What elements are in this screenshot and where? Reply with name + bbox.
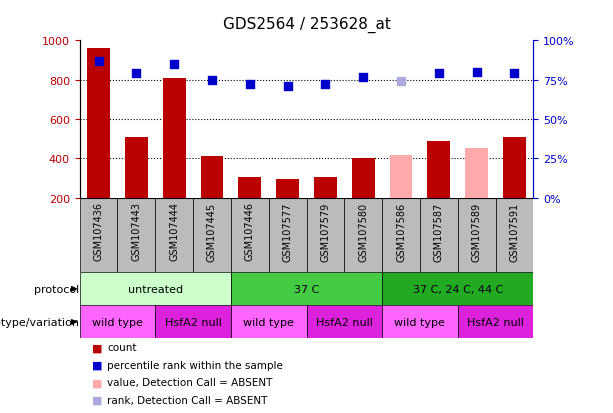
Bar bbox=[238, 178, 261, 198]
Text: HsfA2 null: HsfA2 null bbox=[467, 317, 524, 327]
Point bbox=[321, 82, 330, 88]
Text: ■: ■ bbox=[92, 360, 102, 370]
Text: 37 C, 24 C, 44 C: 37 C, 24 C, 44 C bbox=[413, 284, 503, 294]
Bar bbox=[163, 78, 186, 198]
Bar bbox=[276, 180, 299, 198]
Point bbox=[283, 83, 292, 90]
Bar bbox=[503, 138, 526, 198]
Text: GSM107586: GSM107586 bbox=[396, 202, 406, 261]
Text: 37 C: 37 C bbox=[294, 284, 319, 294]
Bar bbox=[352, 159, 375, 198]
Bar bbox=[427, 141, 450, 198]
Text: ■: ■ bbox=[92, 377, 102, 387]
Bar bbox=[231, 198, 268, 273]
Text: GSM107579: GSM107579 bbox=[321, 202, 330, 261]
Bar bbox=[458, 198, 495, 273]
Bar bbox=[80, 198, 118, 273]
Point bbox=[509, 71, 519, 78]
Bar bbox=[125, 138, 148, 198]
Bar bbox=[306, 306, 382, 339]
Bar bbox=[200, 157, 223, 198]
Bar bbox=[314, 178, 337, 198]
Point bbox=[472, 69, 482, 76]
Bar bbox=[458, 306, 533, 339]
Text: GSM107577: GSM107577 bbox=[283, 202, 292, 261]
Text: GSM107445: GSM107445 bbox=[207, 202, 217, 261]
Text: HsfA2 null: HsfA2 null bbox=[316, 317, 373, 327]
Text: wild type: wild type bbox=[243, 317, 294, 327]
Point bbox=[131, 71, 141, 78]
Bar bbox=[495, 198, 533, 273]
Bar bbox=[231, 273, 382, 306]
Point bbox=[245, 82, 255, 88]
Point bbox=[434, 71, 444, 78]
Text: GSM107444: GSM107444 bbox=[169, 202, 179, 261]
Text: wild type: wild type bbox=[395, 317, 445, 327]
Point bbox=[94, 58, 104, 65]
Text: GSM107587: GSM107587 bbox=[434, 202, 444, 261]
Bar bbox=[268, 198, 306, 273]
Text: HsfA2 null: HsfA2 null bbox=[165, 317, 221, 327]
Bar bbox=[231, 306, 306, 339]
Point bbox=[169, 62, 179, 68]
Bar bbox=[465, 148, 488, 198]
Text: GSM107589: GSM107589 bbox=[471, 202, 482, 261]
Bar bbox=[155, 198, 193, 273]
Bar bbox=[382, 306, 458, 339]
Text: GSM107446: GSM107446 bbox=[245, 202, 255, 261]
Text: ■: ■ bbox=[92, 395, 102, 405]
Text: GSM107591: GSM107591 bbox=[509, 202, 519, 261]
Bar bbox=[345, 198, 382, 273]
Text: GSM107443: GSM107443 bbox=[131, 202, 142, 261]
Text: protocol: protocol bbox=[34, 284, 80, 294]
Text: GSM107580: GSM107580 bbox=[358, 202, 368, 261]
Bar bbox=[80, 273, 231, 306]
Text: GSM107436: GSM107436 bbox=[94, 202, 104, 261]
Bar bbox=[118, 198, 155, 273]
Bar bbox=[193, 198, 231, 273]
Text: percentile rank within the sample: percentile rank within the sample bbox=[107, 360, 283, 370]
Text: untreated: untreated bbox=[128, 284, 183, 294]
Text: count: count bbox=[107, 342, 137, 352]
Bar bbox=[382, 198, 420, 273]
Bar bbox=[390, 156, 413, 198]
Text: value, Detection Call = ABSENT: value, Detection Call = ABSENT bbox=[107, 377, 273, 387]
Bar bbox=[155, 306, 231, 339]
Point bbox=[396, 79, 406, 85]
Bar bbox=[420, 198, 458, 273]
Bar bbox=[87, 49, 110, 198]
Bar bbox=[306, 198, 345, 273]
Bar bbox=[382, 273, 533, 306]
Point bbox=[207, 77, 217, 84]
Bar bbox=[80, 306, 155, 339]
Text: rank, Detection Call = ABSENT: rank, Detection Call = ABSENT bbox=[107, 395, 268, 405]
Text: genotype/variation: genotype/variation bbox=[0, 317, 80, 327]
Text: ■: ■ bbox=[92, 342, 102, 352]
Text: wild type: wild type bbox=[92, 317, 143, 327]
Point bbox=[358, 74, 368, 81]
Text: GDS2564 / 253628_at: GDS2564 / 253628_at bbox=[223, 17, 390, 33]
